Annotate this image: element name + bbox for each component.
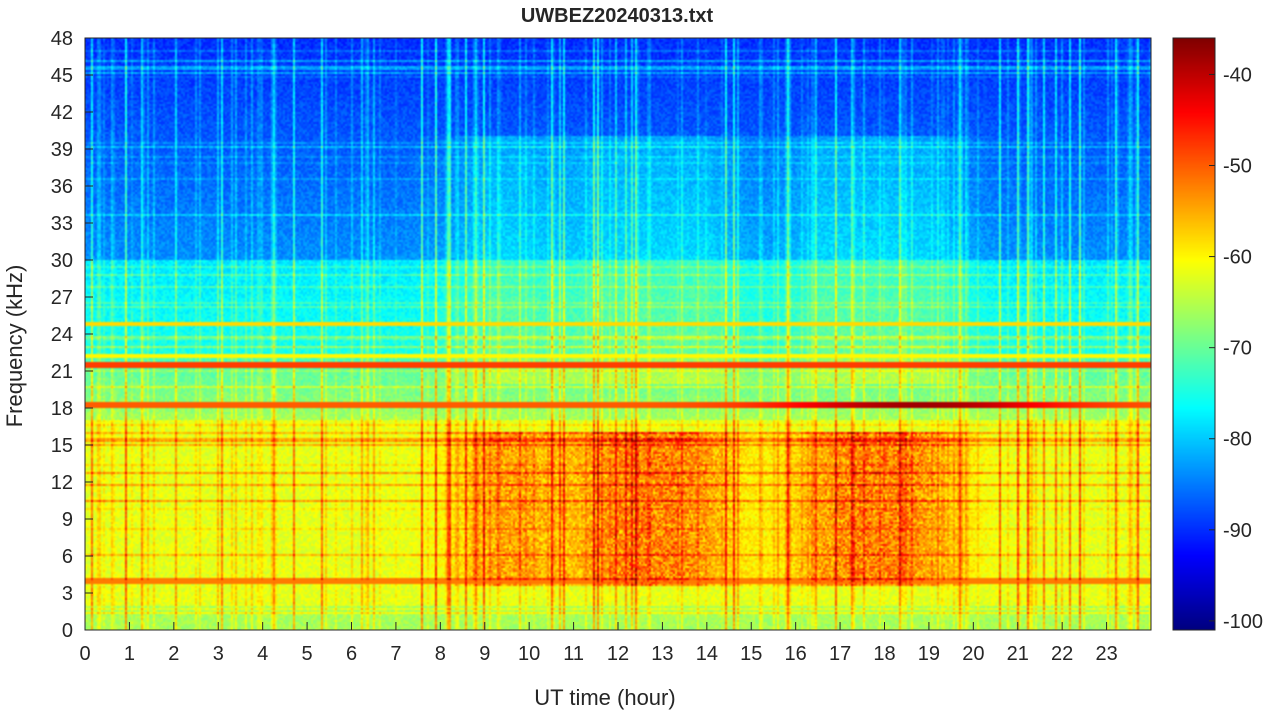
- x-axis-label: UT time (hour): [534, 685, 675, 710]
- colorbar-tick-label: -100: [1223, 611, 1263, 633]
- x-tick-label: 4: [257, 643, 268, 665]
- x-tick-label: 5: [302, 643, 313, 665]
- y-tick-label: 45: [51, 65, 73, 87]
- y-tick-label: 36: [51, 176, 73, 198]
- spectrogram-image: [85, 38, 1151, 630]
- y-tick-label: 27: [51, 287, 73, 309]
- x-tick-label: 21: [1007, 643, 1029, 665]
- y-tick-label: 48: [51, 28, 73, 50]
- colorbar-gradient: [1173, 38, 1215, 630]
- y-tick-label: 12: [51, 472, 73, 494]
- chart-title: UWBEZ20240313.txt: [521, 5, 714, 27]
- colorbar-tick-label: -40: [1223, 64, 1252, 86]
- x-axis: 0 1 2 3 4 5 6 7 8 9 10 11 12 13 14 15 16 17 18 19 20 21 22 23: [79, 622, 1118, 665]
- colorbar-tick-label: -50: [1223, 156, 1252, 178]
- x-tick-label: 6: [346, 643, 357, 665]
- x-tick-label: 14: [696, 643, 718, 665]
- x-tick-label: 1: [124, 643, 135, 665]
- x-tick-label: 20: [962, 643, 984, 665]
- x-tick-label: 17: [829, 643, 851, 665]
- x-tick-label: 13: [651, 643, 673, 665]
- spectrogram-plot-area: [84, 37, 1152, 631]
- y-tick-label: 3: [62, 583, 73, 605]
- colorbar-tick-label: -70: [1223, 338, 1252, 360]
- x-tick-label: 9: [479, 643, 490, 665]
- x-tick-label: 22: [1051, 643, 1073, 665]
- x-tick-label: 3: [213, 643, 224, 665]
- x-tick-label: 0: [79, 643, 90, 665]
- colorbar-axis: -100 -90 -80 -70 -60 -50 -40: [1209, 64, 1263, 633]
- x-tick-label: 23: [1095, 643, 1117, 665]
- y-tick-label: 30: [51, 250, 73, 272]
- x-tick-label: 19: [918, 643, 940, 665]
- y-tick-label: 9: [62, 509, 73, 531]
- x-tick-label: 11: [563, 643, 584, 665]
- x-tick-label: 12: [607, 643, 629, 665]
- x-tick-label: 16: [785, 643, 807, 665]
- y-tick-label: 15: [51, 435, 73, 457]
- y-tick-label: 6: [62, 546, 73, 568]
- y-tick-label: 21: [51, 361, 73, 383]
- colorbar: -100 -90 -80 -70 -60 -50 -40: [1172, 37, 1263, 633]
- colorbar-frame: [1172, 37, 1216, 631]
- x-tick-label: 2: [168, 643, 179, 665]
- colorbar-tick-label: -60: [1223, 247, 1252, 269]
- x-tick-label: 7: [390, 643, 401, 665]
- x-tick-label: 10: [518, 643, 540, 665]
- colorbar-tick-label: -90: [1223, 520, 1252, 542]
- y-tick-label: 42: [51, 102, 73, 124]
- x-tick-label: 15: [740, 643, 762, 665]
- y-tick-label: 24: [51, 324, 73, 346]
- y-tick-label: 39: [51, 139, 73, 161]
- x-tick-label: 8: [435, 643, 446, 665]
- y-tick-label: 18: [51, 398, 73, 420]
- y-tick-label: 33: [51, 213, 73, 235]
- colorbar-tick-label: -80: [1223, 429, 1252, 451]
- x-tick-label: 18: [873, 643, 895, 665]
- y-tick-label: 0: [62, 620, 73, 642]
- y-axis-label: Frequency (kHz): [2, 265, 27, 428]
